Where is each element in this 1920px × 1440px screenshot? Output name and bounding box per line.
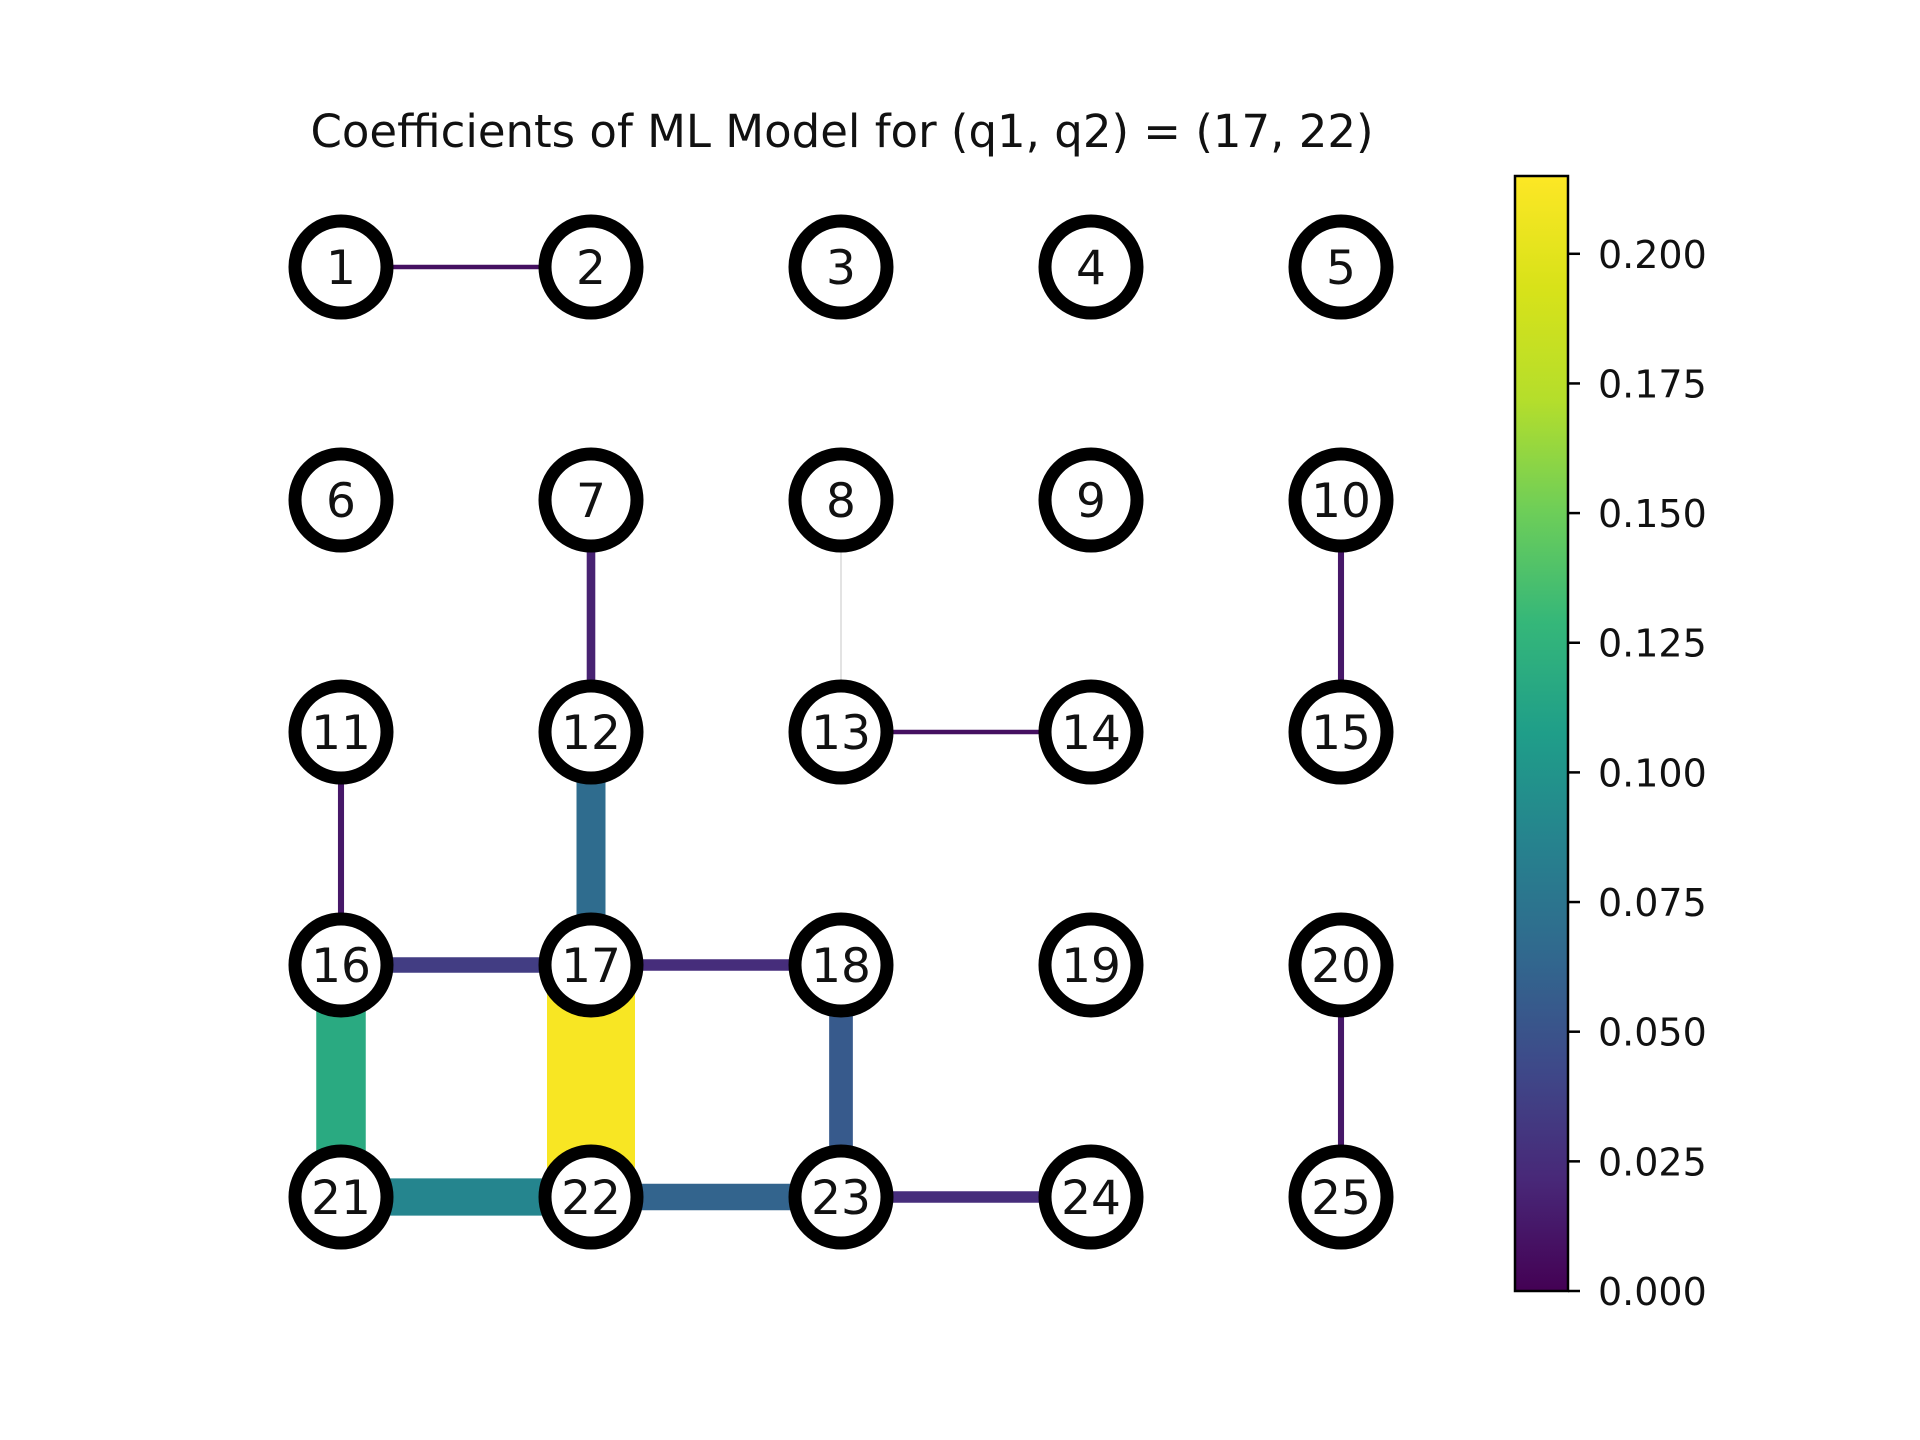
colorbar-gradient [1513, 174, 1570, 1293]
node-label: 21 [311, 1171, 371, 1226]
node-23: 23 [788, 1144, 894, 1250]
node-label: 1 [326, 241, 356, 296]
node-circle [288, 447, 394, 553]
node-19: 19 [1038, 912, 1144, 1018]
node-label: 15 [1311, 706, 1371, 761]
node-circle [788, 679, 894, 785]
node-circle [1038, 1144, 1144, 1250]
node-label: 9 [1076, 474, 1106, 529]
colorbar: 0.000 0.025 0.050 0.075 0.100 0.125 0.150 0.175… [1513, 174, 1707, 1314]
node-circle [1038, 447, 1144, 553]
node-13: 13 [788, 679, 894, 785]
node-label: 12 [561, 706, 621, 761]
node-label: 14 [1061, 706, 1121, 761]
colorbar-tick-label: 0.000 [1598, 1270, 1707, 1314]
node-circle [538, 447, 644, 553]
node-25: 25 [1288, 1144, 1394, 1250]
node-circle [538, 214, 644, 320]
node-label: 4 [1076, 241, 1106, 296]
node-circle [288, 1144, 394, 1250]
node-6: 6 [288, 447, 394, 553]
colorbar-tick-label: 0.075 [1598, 881, 1707, 925]
colorbar-tick-label: 0.125 [1598, 622, 1707, 666]
node-label: 25 [1311, 1171, 1371, 1226]
node-circle [288, 912, 394, 1018]
node-label: 20 [1311, 939, 1371, 994]
node-circle [538, 679, 644, 785]
node-circle [788, 447, 894, 553]
node-label: 18 [811, 939, 871, 994]
colorbar-tick-label: 0.200 [1598, 233, 1707, 277]
colorbar-tick-label: 0.150 [1598, 492, 1707, 536]
node-label: 8 [826, 474, 856, 529]
node-circle [788, 912, 894, 1018]
node-16: 16 [288, 912, 394, 1018]
node-circle [1288, 679, 1394, 785]
node-11: 11 [288, 679, 394, 785]
node-circle [1038, 912, 1144, 1018]
node-circle [1038, 214, 1144, 320]
node-circle [1288, 912, 1394, 1018]
node-17: 17 [538, 912, 644, 1018]
node-9: 9 [1038, 447, 1144, 553]
node-label: 13 [811, 706, 871, 761]
node-label: 7 [576, 474, 606, 529]
colorbar-tick-label: 0.025 [1598, 1140, 1707, 1184]
node-20: 20 [1288, 912, 1394, 1018]
node-label: 24 [1061, 1171, 1121, 1226]
node-circle [1288, 214, 1394, 320]
node-circle [788, 214, 894, 320]
node-circle [288, 214, 394, 320]
node-8: 8 [788, 447, 894, 553]
node-12: 12 [538, 679, 644, 785]
node-5: 5 [1288, 214, 1394, 320]
node-10: 10 [1288, 447, 1394, 553]
colorbar-tick-label: 0.050 [1598, 1011, 1707, 1055]
node-circle [1288, 1144, 1394, 1250]
node-15: 15 [1288, 679, 1394, 785]
node-3: 3 [788, 214, 894, 320]
node-circle [1038, 679, 1144, 785]
chart-title: Coefficients of ML Model for (q1, q2) = … [310, 105, 1373, 158]
node-circle [288, 679, 394, 785]
node-4: 4 [1038, 214, 1144, 320]
node-label: 2 [576, 241, 606, 296]
node-label: 10 [1311, 474, 1371, 529]
node-21: 21 [288, 1144, 394, 1250]
node-circle [1288, 447, 1394, 553]
node-label: 23 [811, 1171, 871, 1226]
node-24: 24 [1038, 1144, 1144, 1250]
node-1: 1 [288, 214, 394, 320]
node-7: 7 [538, 447, 644, 553]
colorbar-tick-label: 0.100 [1598, 751, 1707, 795]
node-label: 6 [326, 474, 356, 529]
node-label: 16 [311, 939, 371, 994]
node-label: 22 [561, 1171, 621, 1226]
node-circle [538, 1144, 644, 1250]
node-14: 14 [1038, 679, 1144, 785]
node-label: 17 [561, 939, 621, 994]
node-2: 2 [538, 214, 644, 320]
colorbar-ticks: 0.000 0.025 0.050 0.075 0.100 0.125 0.150 0.175… [1568, 233, 1707, 1314]
node-label: 11 [311, 706, 371, 761]
node-circle [538, 912, 644, 1018]
node-label: 3 [826, 241, 856, 296]
node-circle [788, 1144, 894, 1250]
node-label: 19 [1061, 939, 1121, 994]
node-18: 18 [788, 912, 894, 1018]
node-label: 5 [1326, 241, 1356, 296]
colorbar-tick-label: 0.175 [1598, 362, 1707, 406]
node-22: 22 [538, 1144, 644, 1250]
